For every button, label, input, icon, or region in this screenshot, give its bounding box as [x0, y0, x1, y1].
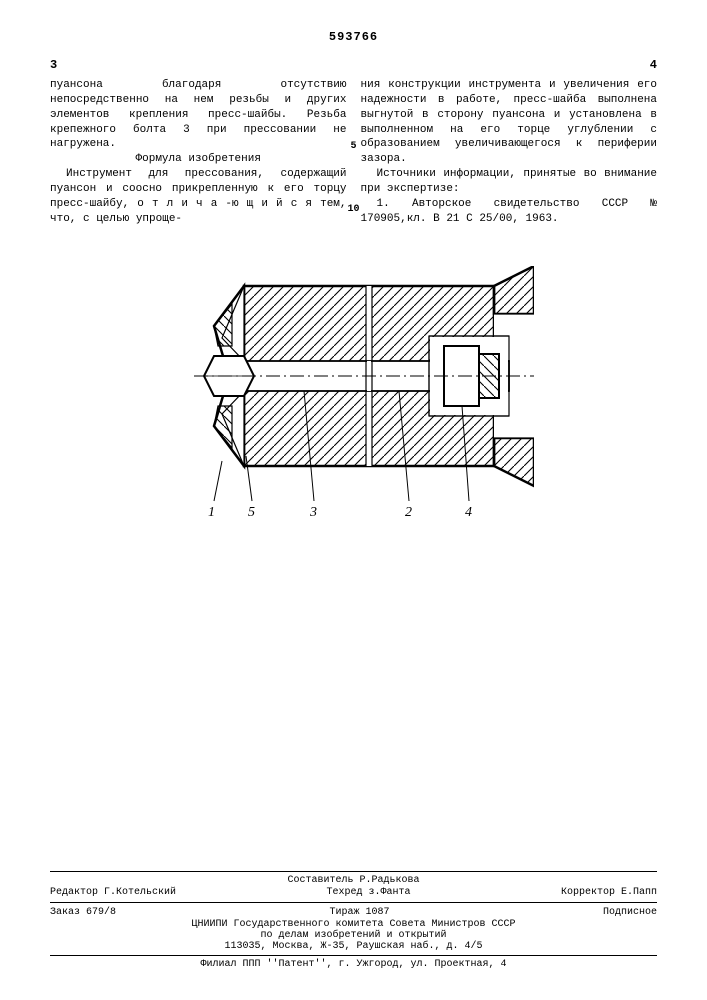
text-columns: 5 10 пуансона благодаря отсутствию непос… [50, 78, 657, 226]
footer-rule-2 [50, 902, 657, 903]
footer-org2: по делам изобретений и открытий [50, 930, 657, 941]
column-left: пуансона благодаря отсутствию непосредст… [50, 78, 347, 226]
footer-techred: Техред з.Фанта [327, 887, 411, 898]
footer-order-row: Заказ 679/8 Тираж 1087 Подписное [50, 906, 657, 919]
callout-5: 5 [248, 505, 255, 520]
callout-1: 1 [208, 505, 215, 520]
technical-figure: 1 5 3 2 4 [50, 266, 657, 531]
footer-branch: Филиал ППП ''Патент'', г. Ужгород, ул. П… [50, 959, 657, 970]
footer-corrector: Корректор Е.Папп [561, 887, 657, 898]
footer-editors-row: Редактор Г.Котельский Техред з.Фанта Кор… [50, 886, 657, 899]
page-num-right: 4 [650, 58, 657, 72]
footer-circulation: Тираж 1087 [329, 907, 389, 918]
callout-3: 3 [309, 505, 317, 520]
footer-editor: Редактор Г.Котельский [50, 887, 176, 898]
right-paragraph-2: Источники информации, принятые во вниман… [361, 167, 658, 197]
figure-svg: 1 5 3 2 4 [174, 266, 534, 526]
document-number: 593766 [50, 30, 657, 44]
callout-4: 4 [465, 505, 472, 520]
footer-rule-1 [50, 871, 657, 872]
gutter-num-10: 10 [347, 203, 359, 217]
footer-block: Составитель Р.Радькова Редактор Г.Котель… [50, 868, 657, 970]
footer-order: Заказ 679/8 [50, 907, 116, 918]
gutter-num-5: 5 [350, 140, 356, 154]
left-paragraph-2: Инструмент для прессования, содержащий п… [50, 167, 347, 226]
column-right: ния конструкции инструмента и увеличения… [361, 78, 658, 226]
footer-org1: ЦНИИПИ Государственного комитета Совета … [50, 919, 657, 930]
right-paragraph-1: ния конструкции инструмента и увеличения… [361, 78, 658, 167]
left-paragraph-1: пуансона благодаря отсутствию непосредст… [50, 78, 347, 152]
footer-compiler: Составитель Р.Радькова [50, 875, 657, 886]
right-paragraph-3: 1. Авторское свидетельство СССР № 170905… [361, 197, 658, 227]
callout-2: 2 [405, 505, 412, 520]
page-number-row: 3 4 [50, 58, 657, 72]
footer-address: 113035, Москва, Ж-35, Раушская наб., д. … [50, 941, 657, 952]
footer-rule-3 [50, 955, 657, 956]
footer-subscription: Подписное [603, 907, 657, 918]
formula-title: Формула изобретения [50, 152, 347, 167]
page-num-left: 3 [50, 58, 57, 72]
